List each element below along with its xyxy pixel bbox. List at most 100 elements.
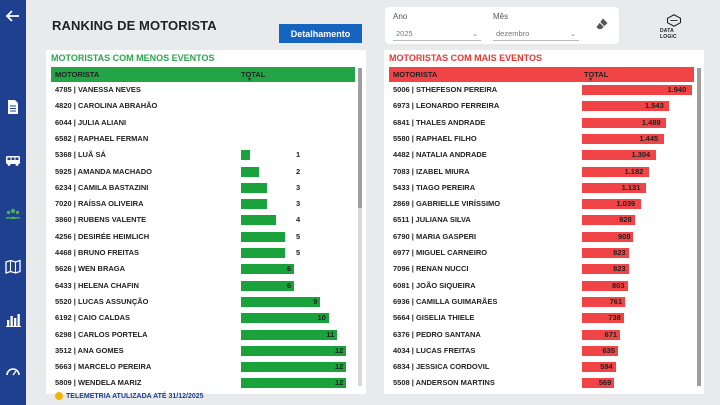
total-bar	[582, 231, 634, 242]
clear-filters-icon[interactable]	[595, 17, 609, 31]
table-row[interactable]: 6234 | CAMILA BASTAZINI 3	[46, 180, 366, 196]
year-select[interactable]: 2025 ⌄	[393, 27, 481, 41]
table-row[interactable]: 6790 | MARIA GASPERI 908	[384, 229, 704, 245]
chevron-down-icon: ⌄	[570, 30, 576, 38]
group-icon[interactable]	[4, 205, 22, 223]
table-row[interactable]: 3860 | RUBENS VALENTE 4	[46, 212, 366, 228]
bus-icon[interactable]	[4, 151, 22, 169]
table-row[interactable]: 6081 | JOÃO SIQUEIRA 803	[384, 278, 704, 294]
total-value: 908	[617, 231, 631, 241]
table-row[interactable]: 6298 | CARLOS PORTELA 11	[46, 327, 366, 343]
col-header-total[interactable]: TOTAL	[241, 70, 266, 79]
driver-name: 2869 | GABRIELLE VIRÍSSIMO	[393, 199, 501, 209]
total-value: 3	[296, 182, 301, 192]
driver-name: 6841 | THALES ANDRADE	[393, 117, 486, 127]
total-value: 1.445	[639, 133, 659, 143]
total-value: 594	[600, 362, 613, 372]
col-header-driver[interactable]: MOTORISTA	[55, 70, 100, 79]
most-events-panel: MOTORISTAS COM MAIS EVENTOS MOTORISTA TO…	[384, 50, 704, 394]
table-row[interactable]: 6936 | CAMILLA GUIMARÃES 761	[384, 294, 704, 310]
chevron-down-icon: ⌄	[472, 30, 478, 38]
table-row[interactable]: 6511 | JULIANA SILVA 928	[384, 212, 704, 228]
total-bar	[241, 296, 320, 307]
driver-name: 6582 | RAPHAEL FERMAN	[55, 133, 149, 143]
table-row[interactable]: 5580 | RAPHAEL FILHO 1.445	[384, 131, 704, 147]
table-row[interactable]: 3512 | ANA GOMES 12	[46, 343, 366, 359]
table-row[interactable]: 5664 | GISELIA THIELE 738	[384, 310, 704, 326]
driver-name: 4482 | NATALIA ANDRADE	[393, 150, 487, 160]
driver-name: 6977 | MIGUEL CARNEIRO	[393, 248, 488, 257]
table-row[interactable]: 4820 | CAROLINA ABRAHÃO	[46, 98, 366, 114]
document-icon[interactable]	[4, 98, 22, 116]
table-row[interactable]: 6433 | HELENA CHAFIN 6	[46, 278, 366, 294]
total-value: 2	[296, 166, 301, 176]
driver-name: 4468 | BRUNO FREITAS	[55, 248, 140, 257]
total-value: 6	[287, 264, 292, 274]
table-row[interactable]: 5520 | LUCAS ASSUNÇÃO 9	[46, 294, 366, 310]
table-row[interactable]: 5663 | MARCELO PEREIRA 12	[46, 359, 366, 375]
driver-name: 5006 | STHEFESON PEREIRA	[393, 85, 498, 94]
map-icon[interactable]	[4, 258, 22, 276]
driver-name: 7096 | RENAN NUCCI	[393, 264, 469, 274]
scrollbar[interactable]	[697, 68, 701, 386]
table-row[interactable]: 5006 | STHEFESON PEREIRA 1.940	[384, 82, 704, 98]
page-title: RANKING DE MOTORISTA	[52, 18, 217, 33]
table-row[interactable]: 5508 | ANDERSON MARTINS 569	[384, 375, 704, 391]
total-bar	[241, 280, 294, 291]
back-arrow-icon[interactable]	[4, 7, 22, 25]
total-value: 5	[296, 231, 301, 241]
table-row[interactable]: 5368 | LUÃ SÁ 1	[46, 147, 366, 163]
driver-name: 3512 | ANA GOMES	[55, 345, 124, 355]
col-header-driver[interactable]: MOTORISTA	[393, 70, 438, 79]
most-events-title: MOTORISTAS COM MAIS EVENTOS	[389, 53, 543, 63]
scrollbar[interactable]	[358, 68, 362, 386]
table-row[interactable]: 4468 | BRUNO FREITAS 5	[46, 245, 366, 261]
total-bar	[241, 329, 338, 340]
total-value: 1.940	[667, 85, 687, 94]
table-row[interactable]: 6973 | LEONARDO FERREIRA 1.543	[384, 98, 704, 114]
table-row[interactable]: 2869 | GABRIELLE VIRÍSSIMO 1.039	[384, 196, 704, 212]
filter-panel: Ano 2025 ⌄ Mês dezembro ⌄	[385, 7, 619, 44]
total-value: 10	[317, 313, 326, 323]
table-row[interactable]: 7083 | IZABEL MIURA 1.182	[384, 164, 704, 180]
table-row[interactable]: 5433 | TIAGO PEREIRA 1.131	[384, 180, 704, 196]
driver-name: 5520 | LUCAS ASSUNÇÃO	[55, 296, 149, 306]
total-bar	[582, 362, 616, 373]
table-row[interactable]: 4482 | NATALIA ANDRADE 1.304	[384, 147, 704, 163]
table-row[interactable]: 6582 | RAPHAEL FERMAN	[46, 131, 366, 147]
driver-name: 6044 | JULIA ALIANI	[55, 117, 127, 127]
table-row[interactable]: 4256 | DESIRÉE HEIMLICH 5	[46, 229, 366, 245]
table-row[interactable]: 7096 | RENAN NUCCI 823	[384, 261, 704, 277]
table-row[interactable]: 6834 | JESSICA CORDOVIL 594	[384, 359, 704, 375]
table-row[interactable]: 5925 | AMANDA MACHADO 2	[46, 164, 366, 180]
total-value: 823	[613, 264, 626, 274]
table-row[interactable]: 7020 | RAÍSSA OLIVEIRA 3	[46, 196, 366, 212]
table-row[interactable]: 6376 | PEDRO SANTANA 671	[384, 327, 704, 343]
table-row[interactable]: 6192 | CAIO CALDAS 10	[46, 310, 366, 326]
table-row[interactable]: 4034 | LUCAS FREITAS 635	[384, 343, 704, 359]
driver-name: 5664 | GISELIA THIELE	[393, 313, 475, 323]
scroll-thumb[interactable]	[358, 68, 362, 208]
detail-button[interactable]: Detalhamento	[279, 24, 362, 43]
total-value: 6	[287, 280, 292, 290]
table-row[interactable]: 5626 | WEN BRAGA 6	[46, 261, 366, 277]
table-row[interactable]: 5809 | WENDELA MARIZ 12	[46, 375, 366, 391]
total-bar	[582, 248, 629, 258]
driver-name: 5368 | LUÃ SÁ	[55, 150, 106, 160]
table-row[interactable]: 6044 | JULIA ALIANI	[46, 115, 366, 131]
month-value: dezembro	[496, 29, 530, 38]
driver-name: 5925 | AMANDA MACHADO	[55, 166, 152, 176]
table-row[interactable]: 6977 | MIGUEL CARNEIRO 823	[384, 245, 704, 261]
gauge-icon[interactable]	[4, 362, 22, 380]
table-row[interactable]: 6841 | THALES ANDRADE 1.489	[384, 115, 704, 131]
month-select[interactable]: dezembro ⌄	[493, 27, 579, 41]
driver-name: 6298 | CARLOS PORTELA	[55, 329, 148, 339]
total-bar	[582, 280, 628, 291]
table-row[interactable]: 4785 | VANESSA NEVES	[46, 82, 366, 98]
total-bar	[582, 150, 656, 161]
col-header-total[interactable]: TOTAL	[584, 70, 609, 79]
scroll-thumb[interactable]	[697, 68, 701, 386]
driver-name: 7083 | IZABEL MIURA	[393, 166, 470, 176]
bar-chart-icon[interactable]	[4, 311, 22, 329]
month-label: Mês	[493, 12, 509, 21]
